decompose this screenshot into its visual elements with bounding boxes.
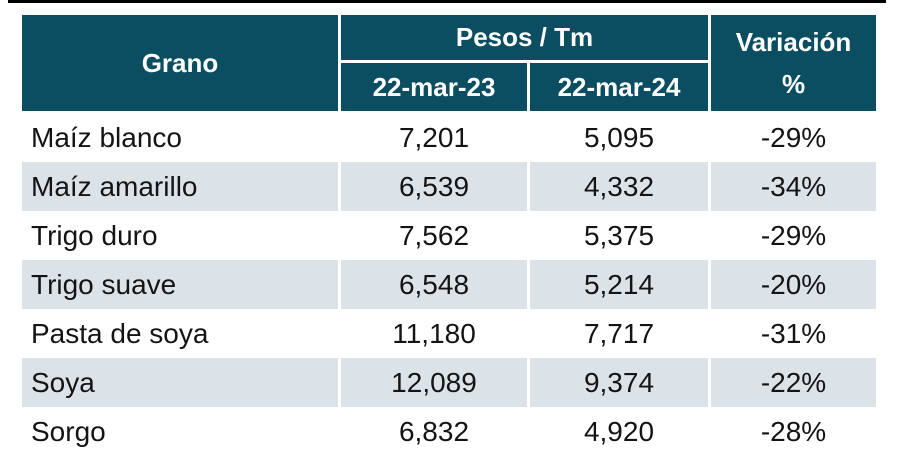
table-row: Trigo duro 7,562 5,375 -29% (22, 211, 876, 260)
grain-name-cell: Soya (22, 358, 338, 407)
price-2023-cell: 7,201 (338, 113, 527, 162)
column-header-date-2023: 22-mar-23 (338, 63, 527, 113)
price-2024-cell: 5,214 (527, 260, 708, 309)
grain-price-table: Grano Pesos / Tm Variación % 22-mar-23 2… (22, 15, 876, 456)
variation-cell: -31% (708, 309, 876, 358)
variation-cell: -20% (708, 260, 876, 309)
column-header-variacion: Variación % (708, 15, 876, 113)
table-row: Sorgo 6,832 4,920 -28% (22, 407, 876, 456)
variation-cell: -22% (708, 358, 876, 407)
variacion-label-line2: % (781, 69, 806, 99)
header-row-2: 22-mar-23 22-mar-24 (22, 63, 876, 113)
top-rule (8, 0, 886, 3)
price-2023-cell: 6,832 (338, 407, 527, 456)
column-header-grano: Grano (22, 15, 338, 113)
variacion-label-line1: Variación (735, 27, 852, 57)
table-row: Trigo suave 6,548 5,214 -20% (22, 260, 876, 309)
variation-cell: -28% (708, 407, 876, 456)
grain-name-cell: Trigo suave (22, 260, 338, 309)
price-2024-cell: 5,375 (527, 211, 708, 260)
grain-name-cell: Maíz blanco (31, 121, 182, 153)
price-2023-cell: 11,180 (338, 309, 527, 358)
variation-cell: -29% (708, 211, 876, 260)
header-row-1: Grano Pesos / Tm Variación % (22, 15, 876, 113)
table-header: Grano Pesos / Tm Variación % 22-mar-23 2… (22, 15, 876, 113)
column-group-header-pesos-tm: Pesos / Tm (338, 15, 708, 63)
price-2023-cell: 12,089 (338, 358, 527, 407)
price-2023-cell: 6,548 (338, 260, 527, 309)
price-2023-cell: 7,562 (338, 211, 527, 260)
price-2024-cell: 5,095 (527, 113, 708, 162)
price-2024-cell: 4,920 (527, 407, 708, 456)
grain-name-cell: Trigo duro (31, 219, 158, 251)
price-2024-cell: 9,374 (527, 358, 708, 407)
price-2024-cell: 4,332 (527, 162, 708, 211)
price-2024-cell: 7,717 (527, 309, 708, 358)
price-2023-cell: 6,539 (338, 162, 527, 211)
grain-name-cell: Maíz amarillo (22, 162, 338, 211)
grain-name-cell: Pasta de soya (31, 317, 209, 349)
grain-name-cell: Sorgo (31, 415, 106, 447)
table-row: Soya 12,089 9,374 -22% (22, 358, 876, 407)
table-row: Maíz blanco 7,201 5,095 -29% (22, 113, 876, 162)
variation-cell: -29% (708, 113, 876, 162)
table-body: Maíz blanco 7,201 5,095 -29% Maíz amarillo 6,… (22, 113, 876, 456)
variation-cell: -34% (708, 162, 876, 211)
table-row: Maíz amarillo 6,539 4,332 -34% (22, 162, 876, 211)
table-row: Pasta de soya 11,180 7,717 -31% (22, 309, 876, 358)
column-header-date-2024: 22-mar-24 (527, 63, 708, 113)
